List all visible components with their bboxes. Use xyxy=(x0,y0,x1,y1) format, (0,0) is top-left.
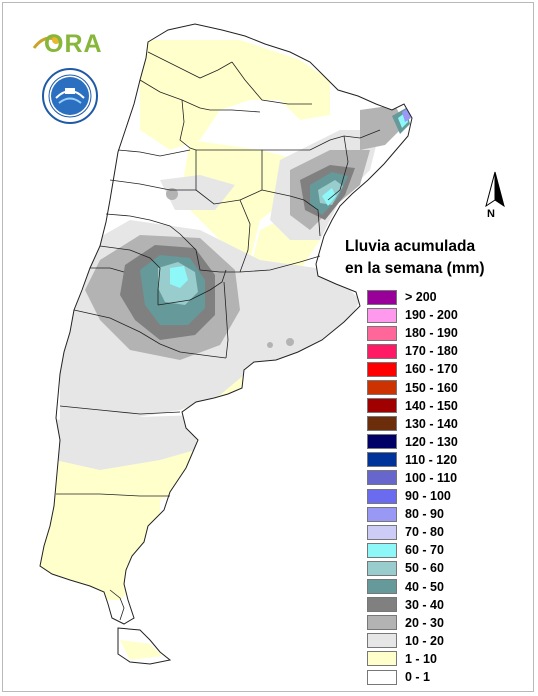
legend-title: Lluvia acumulada en la semana (mm) xyxy=(345,236,485,280)
rain-1-10-north xyxy=(140,40,330,150)
legend-swatch xyxy=(367,488,397,504)
legend-swatch xyxy=(367,380,397,396)
legend-swatch xyxy=(367,343,397,359)
legend-label: 90 - 100 xyxy=(405,489,451,504)
legend-label: 150 - 160 xyxy=(405,380,458,395)
legend-title-line2: en la semana (mm) xyxy=(345,260,485,277)
legend-label: 60 - 70 xyxy=(405,543,444,558)
legend-item: 90 - 100 xyxy=(367,487,458,505)
legend-label: 50 - 60 xyxy=(405,561,444,576)
logo-text: ORA xyxy=(44,30,103,58)
legend-swatch xyxy=(367,524,397,540)
legend-item: 0 - 1 xyxy=(367,668,458,686)
legend-item: 110 - 120 xyxy=(367,451,458,469)
legend-swatch xyxy=(367,542,397,558)
legend-label: 20 - 30 xyxy=(405,615,444,630)
legend-title-line1: Lluvia acumulada xyxy=(345,238,476,255)
legend-item: 120 - 130 xyxy=(367,433,458,451)
legend-item: 60 - 70 xyxy=(367,541,458,559)
legend-label: 140 - 150 xyxy=(405,398,458,413)
legend-item: 70 - 80 xyxy=(367,523,458,541)
agency-seal-icon xyxy=(42,68,98,124)
legend-swatch xyxy=(367,597,397,613)
legend-swatch xyxy=(367,651,397,667)
legend-swatch xyxy=(367,416,397,432)
rain-spot-20-30 xyxy=(166,188,178,200)
legend-swatch xyxy=(367,361,397,377)
legend-item: 190 - 200 xyxy=(367,306,458,324)
rain-60-70-core xyxy=(170,266,188,288)
legend-swatch xyxy=(367,669,397,685)
legend: > 200 190 - 200 180 - 190 170 - 180 160 - 17… xyxy=(367,288,458,686)
legend-label: 180 - 190 xyxy=(405,326,458,341)
legend-label: 80 - 90 xyxy=(405,507,444,522)
legend-swatch xyxy=(367,398,397,414)
rainfall-fill xyxy=(40,40,411,600)
legend-item: > 200 xyxy=(367,288,458,306)
legend-label: 160 - 170 xyxy=(405,362,458,377)
legend-swatch xyxy=(367,434,397,450)
legend-swatch xyxy=(367,615,397,631)
legend-item: 40 - 50 xyxy=(367,578,458,596)
logo-swoosh-icon xyxy=(32,36,61,49)
tierra-del-fuego-rain xyxy=(120,640,162,660)
legend-item: 100 - 110 xyxy=(367,469,458,487)
rain-spot-20-30-b xyxy=(286,338,294,346)
legend-label: > 200 xyxy=(405,290,437,305)
legend-swatch xyxy=(367,307,397,323)
legend-item: 50 - 60 xyxy=(367,559,458,577)
legend-label: 120 - 130 xyxy=(405,434,458,449)
legend-swatch xyxy=(367,560,397,576)
legend-label: 1 - 10 xyxy=(405,651,437,666)
rain-spot-20-30-c xyxy=(267,342,273,348)
legend-item: 130 - 140 xyxy=(367,415,458,433)
legend-label: 130 - 140 xyxy=(405,416,458,431)
legend-swatch xyxy=(367,452,397,468)
ora-logo: ORA xyxy=(32,28,112,58)
legend-item: 170 - 180 xyxy=(367,342,458,360)
legend-swatch xyxy=(367,633,397,649)
legend-label: 100 - 110 xyxy=(405,470,458,485)
legend-swatch xyxy=(367,470,397,486)
legend-label: 0 - 1 xyxy=(405,670,431,685)
legend-swatch xyxy=(367,325,397,341)
rain-10-20-andes-north xyxy=(160,175,235,210)
legend-swatch xyxy=(367,506,397,522)
legend-swatch xyxy=(367,579,397,595)
legend-item: 180 - 190 xyxy=(367,324,458,342)
rain-60-70-ne xyxy=(322,188,336,206)
north-label: N xyxy=(487,208,495,220)
legend-item: 20 - 30 xyxy=(367,614,458,632)
legend-label: 170 - 180 xyxy=(405,344,458,359)
legend-item: 1 - 10 xyxy=(367,650,458,668)
legend-item: 140 - 150 xyxy=(367,397,458,415)
legend-label: 30 - 40 xyxy=(405,597,444,612)
legend-label: 110 - 120 xyxy=(405,452,458,467)
legend-item: 160 - 170 xyxy=(367,360,458,378)
legend-label: 190 - 200 xyxy=(405,308,458,323)
legend-item: 30 - 40 xyxy=(367,596,458,614)
rain-10-20-patagonia xyxy=(50,415,200,470)
north-arrow-icon xyxy=(485,171,505,208)
legend-item: 10 - 20 xyxy=(367,632,458,650)
province-borders xyxy=(56,51,381,621)
legend-label: 70 - 80 xyxy=(405,525,444,540)
legend-swatch xyxy=(367,289,397,305)
legend-label: 40 - 50 xyxy=(405,579,444,594)
legend-item: 150 - 160 xyxy=(367,378,458,396)
legend-item: 80 - 90 xyxy=(367,505,458,523)
legend-label: 10 - 20 xyxy=(405,633,444,648)
